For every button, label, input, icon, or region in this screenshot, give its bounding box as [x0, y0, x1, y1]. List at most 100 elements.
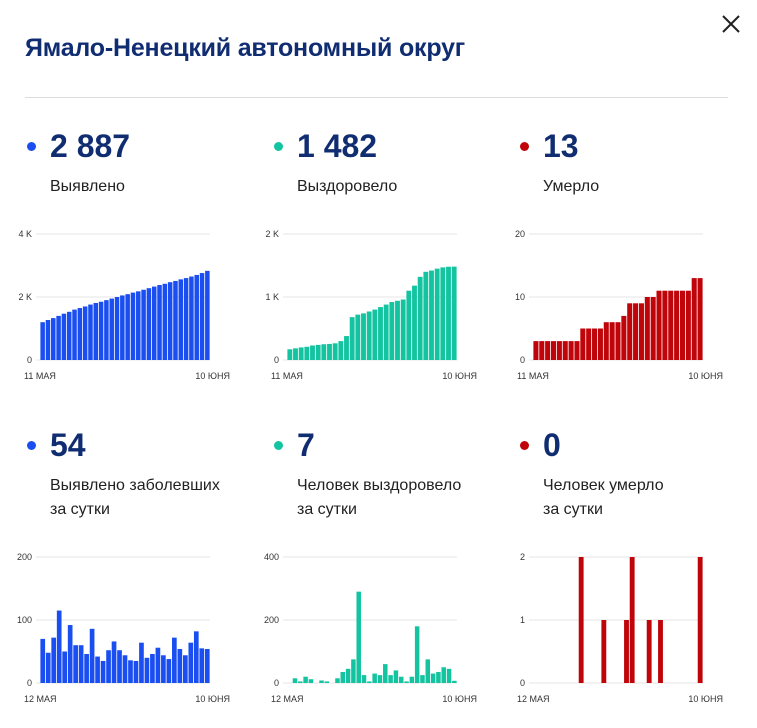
y-tick-label: 2 — [520, 552, 525, 562]
bar — [106, 650, 111, 683]
bar — [574, 341, 580, 360]
bar — [668, 290, 674, 360]
bar — [356, 591, 361, 683]
bar — [89, 628, 95, 683]
stat-label: Человек выздоровело за сутки — [297, 477, 462, 518]
y-tick-label: 0 — [274, 678, 279, 688]
bar — [161, 655, 166, 683]
bar — [644, 297, 650, 360]
bar — [182, 655, 188, 683]
bar — [194, 274, 199, 360]
x-tick-label-start: 11 МАЯ — [517, 371, 549, 381]
bar — [580, 328, 586, 360]
bar — [205, 270, 210, 360]
bar — [414, 626, 420, 683]
stat-value: 54 — [50, 427, 86, 463]
bar — [550, 341, 557, 360]
y-tick-label: 1 K — [265, 292, 279, 302]
bar — [141, 289, 146, 360]
bar — [204, 648, 210, 683]
bar — [193, 631, 199, 683]
chart-detected-daily: 0 100 200 12 МАЯ 10 ЮНЯ — [17, 552, 230, 704]
stat-value: 2 887 — [50, 128, 131, 164]
y-tick-label: 200 — [17, 552, 32, 562]
bar — [436, 671, 441, 683]
bar — [67, 625, 73, 683]
bar — [446, 668, 452, 683]
bar — [72, 309, 77, 360]
bar — [319, 680, 324, 683]
y-tick-label: 1 — [520, 615, 525, 625]
x-tick-label-start: 11 МАЯ — [24, 371, 56, 381]
x-tick-label-start: 12 МАЯ — [271, 694, 304, 704]
y-tick-label: 0 — [27, 355, 32, 365]
bar — [150, 654, 155, 683]
bar — [451, 266, 457, 360]
bar — [51, 318, 56, 360]
bar — [429, 270, 434, 360]
bar — [109, 298, 114, 360]
bar — [603, 322, 609, 360]
bar — [545, 341, 551, 360]
bar — [93, 302, 99, 360]
x-tick-label-end: 10 ЮНЯ — [442, 371, 477, 381]
bar — [114, 297, 120, 360]
chart-detected-cumulative: 0 2 K 4 K 11 МАЯ 10 ЮНЯ — [18, 229, 230, 381]
bar — [78, 645, 84, 683]
bar — [674, 290, 680, 360]
bar — [189, 276, 194, 360]
bar — [627, 303, 633, 360]
bar — [157, 285, 162, 360]
bar — [61, 313, 67, 360]
close-icon[interactable] — [716, 10, 746, 40]
bar — [56, 610, 62, 683]
chart-recovered-daily: 0 200 400 12 МАЯ 10 ЮНЯ — [264, 552, 477, 704]
bar — [308, 679, 314, 683]
stat-value: 0 — [543, 427, 561, 463]
y-tick-label: 2 K — [18, 292, 32, 302]
y-tick-label: 400 — [264, 552, 279, 562]
bar — [400, 299, 406, 360]
bar — [199, 648, 205, 683]
bullet-dot-icon — [27, 142, 36, 151]
bar — [56, 315, 61, 360]
chart-recovered-cumulative: 0 1 K 2 K 11 МАЯ 10 ЮНЯ — [265, 229, 477, 381]
bar — [349, 317, 355, 360]
bar — [395, 300, 400, 360]
bar — [452, 680, 457, 683]
bar — [310, 345, 315, 360]
bar — [361, 313, 366, 360]
x-tick-label-end: 10 ЮНЯ — [195, 371, 230, 381]
bar — [162, 283, 168, 360]
bar — [601, 620, 607, 683]
bar — [629, 557, 635, 683]
bar — [335, 678, 340, 683]
bar — [183, 278, 189, 360]
bar — [697, 557, 703, 683]
bar — [155, 647, 161, 683]
stat-value: 7 — [297, 427, 315, 463]
bar — [98, 301, 104, 360]
bar — [128, 660, 133, 683]
bar — [556, 341, 562, 360]
bar — [656, 290, 662, 360]
page-title: Ямало-Ненецкий автономный округ — [25, 34, 465, 62]
bar — [122, 655, 128, 683]
bar — [293, 348, 298, 360]
bar — [409, 676, 415, 683]
bar — [100, 660, 106, 683]
bar — [420, 675, 425, 683]
bar — [638, 303, 644, 360]
bar — [40, 322, 45, 360]
stat-label: Выявлено заболевших за сутки — [50, 477, 220, 518]
bar — [82, 306, 88, 360]
x-tick-label-end: 10 ЮНЯ — [688, 694, 723, 704]
bar — [321, 344, 327, 360]
stat-label: Выявлено — [50, 178, 125, 195]
bar — [84, 654, 89, 683]
bullet-dot-icon — [27, 441, 36, 450]
bar — [298, 681, 303, 683]
bar — [406, 290, 412, 360]
y-tick-label: 200 — [264, 615, 279, 625]
bar — [662, 290, 668, 360]
